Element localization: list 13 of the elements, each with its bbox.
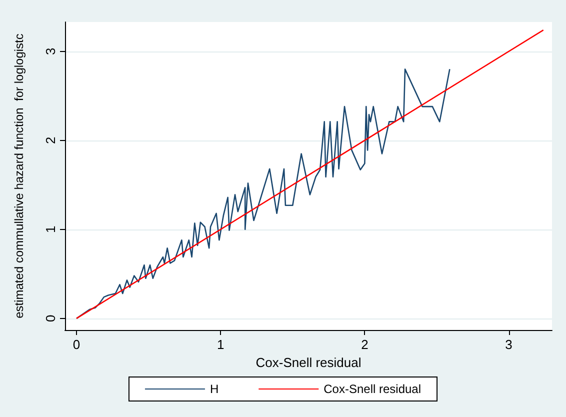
y-tick-label: 2 — [43, 136, 58, 144]
legend-label: Cox-Snell residual — [324, 382, 422, 396]
x-tick-label: 1 — [216, 337, 224, 352]
y-tick-label: 3 — [43, 48, 58, 55]
y-axis-title: estimated commullative hazard function for loglogistc — [12, 34, 26, 318]
x-tick-label: 3 — [505, 337, 512, 352]
y-tick-label: 0 — [43, 314, 58, 322]
x-axis-title: Cox-Snell residual — [256, 354, 362, 370]
x-tick-label: 2 — [361, 337, 368, 352]
line-series — [76, 68, 450, 320]
x-tick-label: 0 — [72, 337, 80, 352]
y-tick-label: 1 — [43, 226, 58, 234]
legend-label: H — [210, 382, 219, 396]
